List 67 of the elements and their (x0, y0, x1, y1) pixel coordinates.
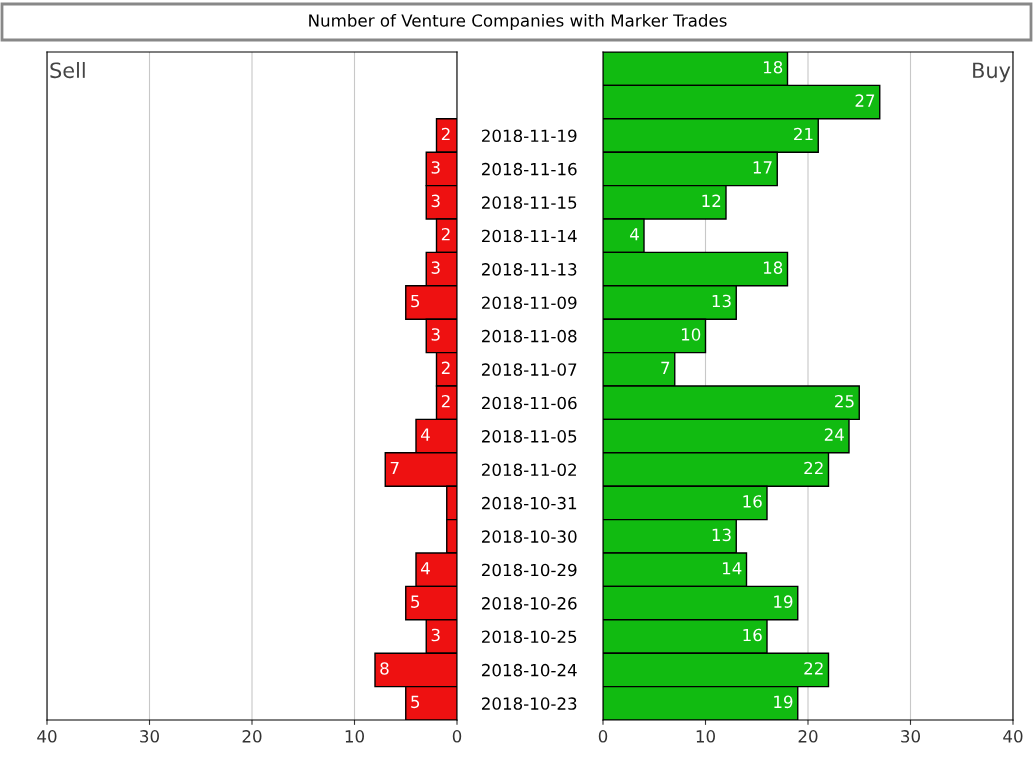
y-tick-label: 2018-11-07 (482, 363, 577, 376)
data-label: 13 (712, 528, 731, 542)
data-label: 22 (804, 662, 823, 675)
data-label: 18 (763, 60, 783, 74)
data-label: 3 (431, 328, 440, 341)
x-tick-label: 40 (1003, 730, 1023, 743)
data-label: 24 (824, 428, 844, 441)
data-label: 22 (804, 461, 823, 475)
annotation: Buy (973, 62, 1011, 83)
data-label: 4 (420, 562, 430, 575)
data-label: 2 (441, 127, 450, 141)
y-tick-label: 2018-11-19 (482, 129, 577, 143)
data-label: 5 (411, 695, 420, 709)
x-tick-label: 40 (37, 730, 57, 743)
data-label: 2 (441, 227, 450, 241)
x-tick-label: 20 (242, 730, 262, 743)
y-tick-label: 2018-10-24 (482, 663, 577, 677)
y-tick-label: 2018-11-13 (482, 263, 577, 276)
y-tick-label: 2018-10-31 (482, 496, 577, 510)
y-tick-label: 2018-10-29 (482, 563, 577, 577)
data-label: 25 (835, 394, 854, 408)
x-tick-label: 0 (598, 730, 608, 743)
data-label: 16 (743, 628, 762, 642)
x-tick-label: 10 (345, 730, 364, 743)
data-label: 8 (380, 662, 389, 675)
data-label: 3 (431, 194, 440, 208)
data-label: 2 (441, 394, 450, 408)
annotation: Sell (50, 62, 85, 79)
y-tick-label: 2018-11-06 (482, 396, 577, 410)
data-label: 16 (743, 495, 762, 508)
data-label: 5 (411, 294, 420, 308)
data-label: 7 (390, 461, 399, 475)
y-tick-label: 2018-11-09 (482, 296, 577, 310)
data-label: 19 (774, 695, 793, 709)
data-label: 4 (630, 228, 639, 241)
y-tick-label: 2018-10-26 (482, 597, 577, 610)
data-label: 19 (774, 595, 793, 608)
data-label: 4 (420, 428, 430, 441)
data-label: 10 (681, 328, 701, 341)
data-label: 14 (722, 562, 742, 575)
x-tick-label: 20 (798, 730, 818, 743)
data-label: 17 (753, 161, 772, 174)
x-tick-label: 30 (140, 730, 159, 743)
x-tick-label: 0 (452, 730, 462, 743)
x-tick-label: 10 (696, 730, 715, 743)
y-tick-label: 2018-11-05 (482, 430, 577, 443)
y-tick-label: 2018-11-16 (482, 162, 577, 176)
data-label: 18 (763, 261, 783, 274)
y-tick-label: 2018-10-25 (482, 630, 577, 644)
y-tick-label: 2018-11-02 (482, 463, 576, 477)
data-label: 3 (431, 161, 440, 174)
text: Number of Venture Companies with Marker Trades (309, 13, 727, 31)
data-label: 12 (702, 194, 721, 207)
y-tick-label: 2018-11-15 (482, 196, 577, 209)
data-label: 5 (411, 595, 420, 608)
data-label: 2 (441, 361, 450, 374)
data-label: 21 (794, 127, 813, 141)
y-tick-label: 2018-10-23 (482, 697, 577, 710)
data-label: 3 (431, 628, 440, 642)
data-label: 13 (712, 294, 731, 308)
data-label: 27 (855, 94, 875, 107)
x-tick-label: 30 (901, 730, 920, 743)
y-tick-label: 2018-11-08 (482, 329, 577, 343)
data-label: 3 (431, 261, 440, 274)
data-label: 7 (661, 361, 670, 374)
y-tick-label: 2018-10-30 (482, 530, 577, 543)
y-tick-label: 2018-11-14 (482, 229, 577, 243)
